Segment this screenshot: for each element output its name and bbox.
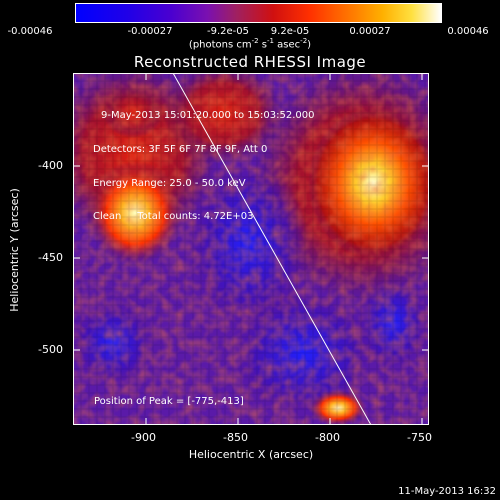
colorbar	[75, 3, 442, 23]
observation-info: 9-May-2013 15:01:20.000 to 15:03:52.000 …	[93, 88, 314, 234]
y-axis-label: Heliocentric Y (arcsec)	[8, 188, 21, 312]
x-tick-label: -800	[315, 431, 340, 444]
colorbar-tick-label: 0.00027	[349, 26, 391, 37]
info-detectors: Detectors: 3F 5F 6F 7F 8F 9F, Att 0	[93, 144, 268, 156]
colorbar-tick-label: -9.2e-05	[207, 26, 249, 37]
colorbar-unit-label: (photons cm-2 s-1 asec-2)	[188, 37, 312, 51]
plot-title: Reconstructed RHESSI Image	[133, 53, 367, 71]
colorbar-tick-label: -0.00046	[7, 26, 53, 37]
info-time-range: 9-May-2013 15:01:20.000 to 15:03:52.000	[101, 110, 315, 122]
x-axis-label: Heliocentric X (arcsec)	[188, 448, 314, 461]
y-tick-label: -400	[38, 159, 63, 172]
colorbar-tick-label: 9.2e-05	[270, 26, 310, 37]
x-tick-label: -850	[223, 431, 248, 444]
info-energy-range: Energy Range: 25.0 - 50.0 keV	[93, 177, 246, 189]
colorbar-tick-labels: -0.00046 -0.00027 -9.2e-05 9.2e-05 0.000…	[0, 26, 500, 40]
generated-timestamp: 11-May-2013 16:32	[398, 486, 496, 497]
y-tick-label: -450	[38, 251, 63, 264]
y-axis-label-wrap: Heliocentric Y (arcsec)	[0, 188, 90, 312]
colorbar-tick-label: -0.00027	[127, 26, 173, 37]
peak-position-label: Position of Peak = [-775,-413]	[94, 396, 244, 407]
colorbar-tick-label: 0.00046	[447, 26, 489, 37]
x-tick-label: -900	[131, 431, 156, 444]
info-clean-counts: Clean Total counts: 4.72E+03	[93, 211, 254, 223]
y-tick-label: -500	[38, 343, 63, 356]
solar-limb-line	[172, 73, 372, 425]
rhessi-image-panel	[73, 73, 429, 425]
x-tick-label: -750	[407, 431, 432, 444]
